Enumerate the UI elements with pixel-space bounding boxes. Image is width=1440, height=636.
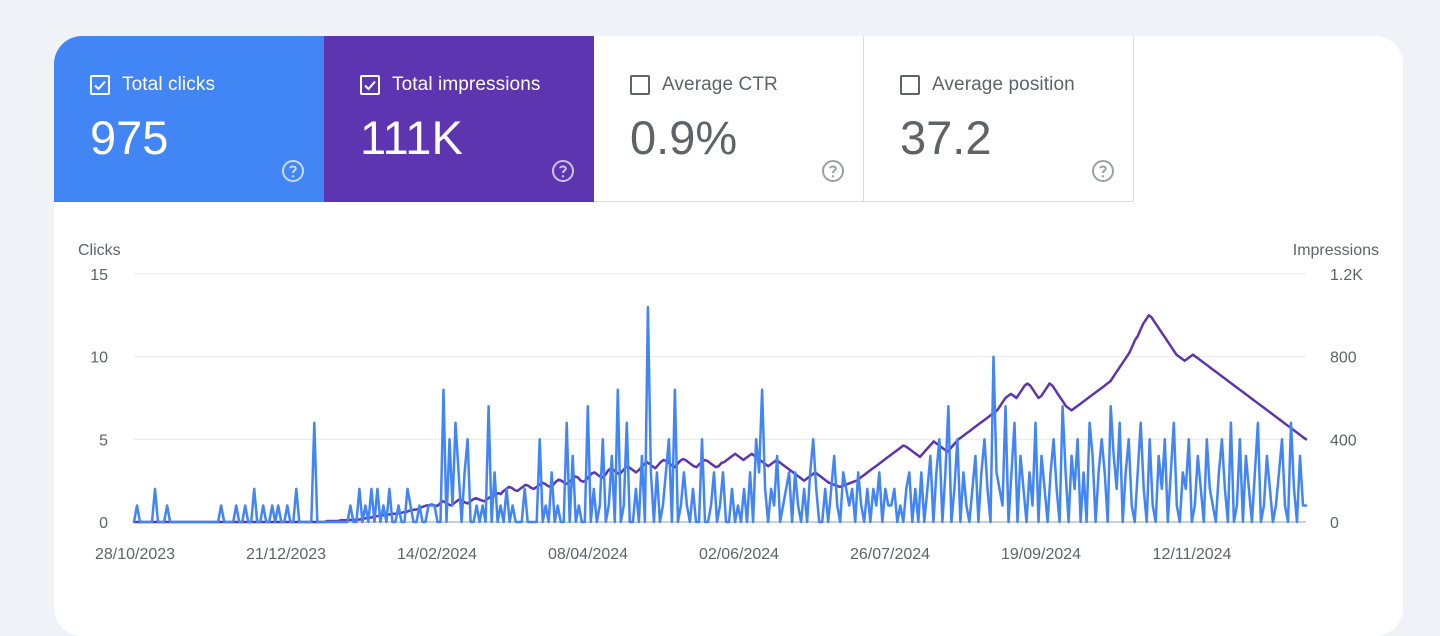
x-tick-label: 21/12/2023	[246, 546, 326, 563]
performance-chart: Clicks Impressions 15 1.2K 10 800 5 400 0 0 28/1…	[54, 202, 1403, 636]
series-line-clicks	[132, 305, 1308, 524]
x-tick-label: 26/07/2024	[850, 546, 930, 563]
tile-average-position[interactable]: Average position 37.2	[864, 36, 1134, 202]
tile-value: 111K	[360, 111, 463, 164]
y-tick-left: 10	[90, 350, 108, 367]
tile-label: Total clicks	[122, 74, 216, 95]
tile-average-ctr[interactable]: Average CTR 0.9%	[594, 36, 864, 202]
y-tick-left: 0	[99, 515, 108, 532]
y-tick-right: 400	[1330, 432, 1357, 449]
question-circle-icon[interactable]	[821, 159, 845, 183]
x-tick-label: 14/02/2024	[397, 546, 477, 563]
x-tick-label: 19/09/2024	[1001, 546, 1081, 563]
tile-value: 37.2	[900, 111, 992, 164]
x-tick-label: 08/04/2024	[548, 546, 628, 563]
question-circle-icon[interactable]	[551, 159, 575, 183]
performance-card: Total clicks 975 Total impressions 111K	[54, 36, 1403, 636]
y-tick-left: 15	[90, 267, 108, 284]
y-tick-right: 1.2K	[1330, 267, 1363, 284]
x-tick-label: 28/10/2023	[95, 546, 175, 563]
y-axis-right-label: Impressions	[1293, 242, 1379, 259]
tile-value: 0.9%	[630, 111, 738, 164]
checkbox-unchecked-icon	[900, 75, 920, 95]
tile-label: Average position	[932, 74, 1075, 95]
chart-svg: Clicks Impressions 15 1.2K 10 800 5 400 0 0 28/1…	[78, 242, 1379, 563]
checkbox-unchecked-icon	[630, 75, 650, 95]
y-tick-right: 800	[1330, 350, 1357, 367]
tile-label: Total impressions	[392, 74, 541, 95]
y-tick-right: 0	[1330, 515, 1339, 532]
metric-tiles: Total clicks 975 Total impressions 111K	[54, 36, 1134, 202]
tile-total-clicks[interactable]: Total clicks 975	[54, 36, 324, 202]
y-tick-left: 5	[99, 432, 108, 449]
question-circle-icon[interactable]	[281, 159, 305, 183]
tile-value: 975	[90, 111, 169, 164]
question-circle-icon[interactable]	[1091, 159, 1115, 183]
x-tick-label: 12/11/2024	[1153, 546, 1232, 563]
tile-total-impressions[interactable]: Total impressions 111K	[324, 36, 594, 202]
x-tick-label: 02/06/2024	[699, 546, 779, 563]
check-icon	[90, 75, 110, 95]
check-icon	[360, 75, 380, 95]
tile-label: Average CTR	[662, 74, 778, 95]
y-axis-left-label: Clicks	[78, 242, 121, 259]
